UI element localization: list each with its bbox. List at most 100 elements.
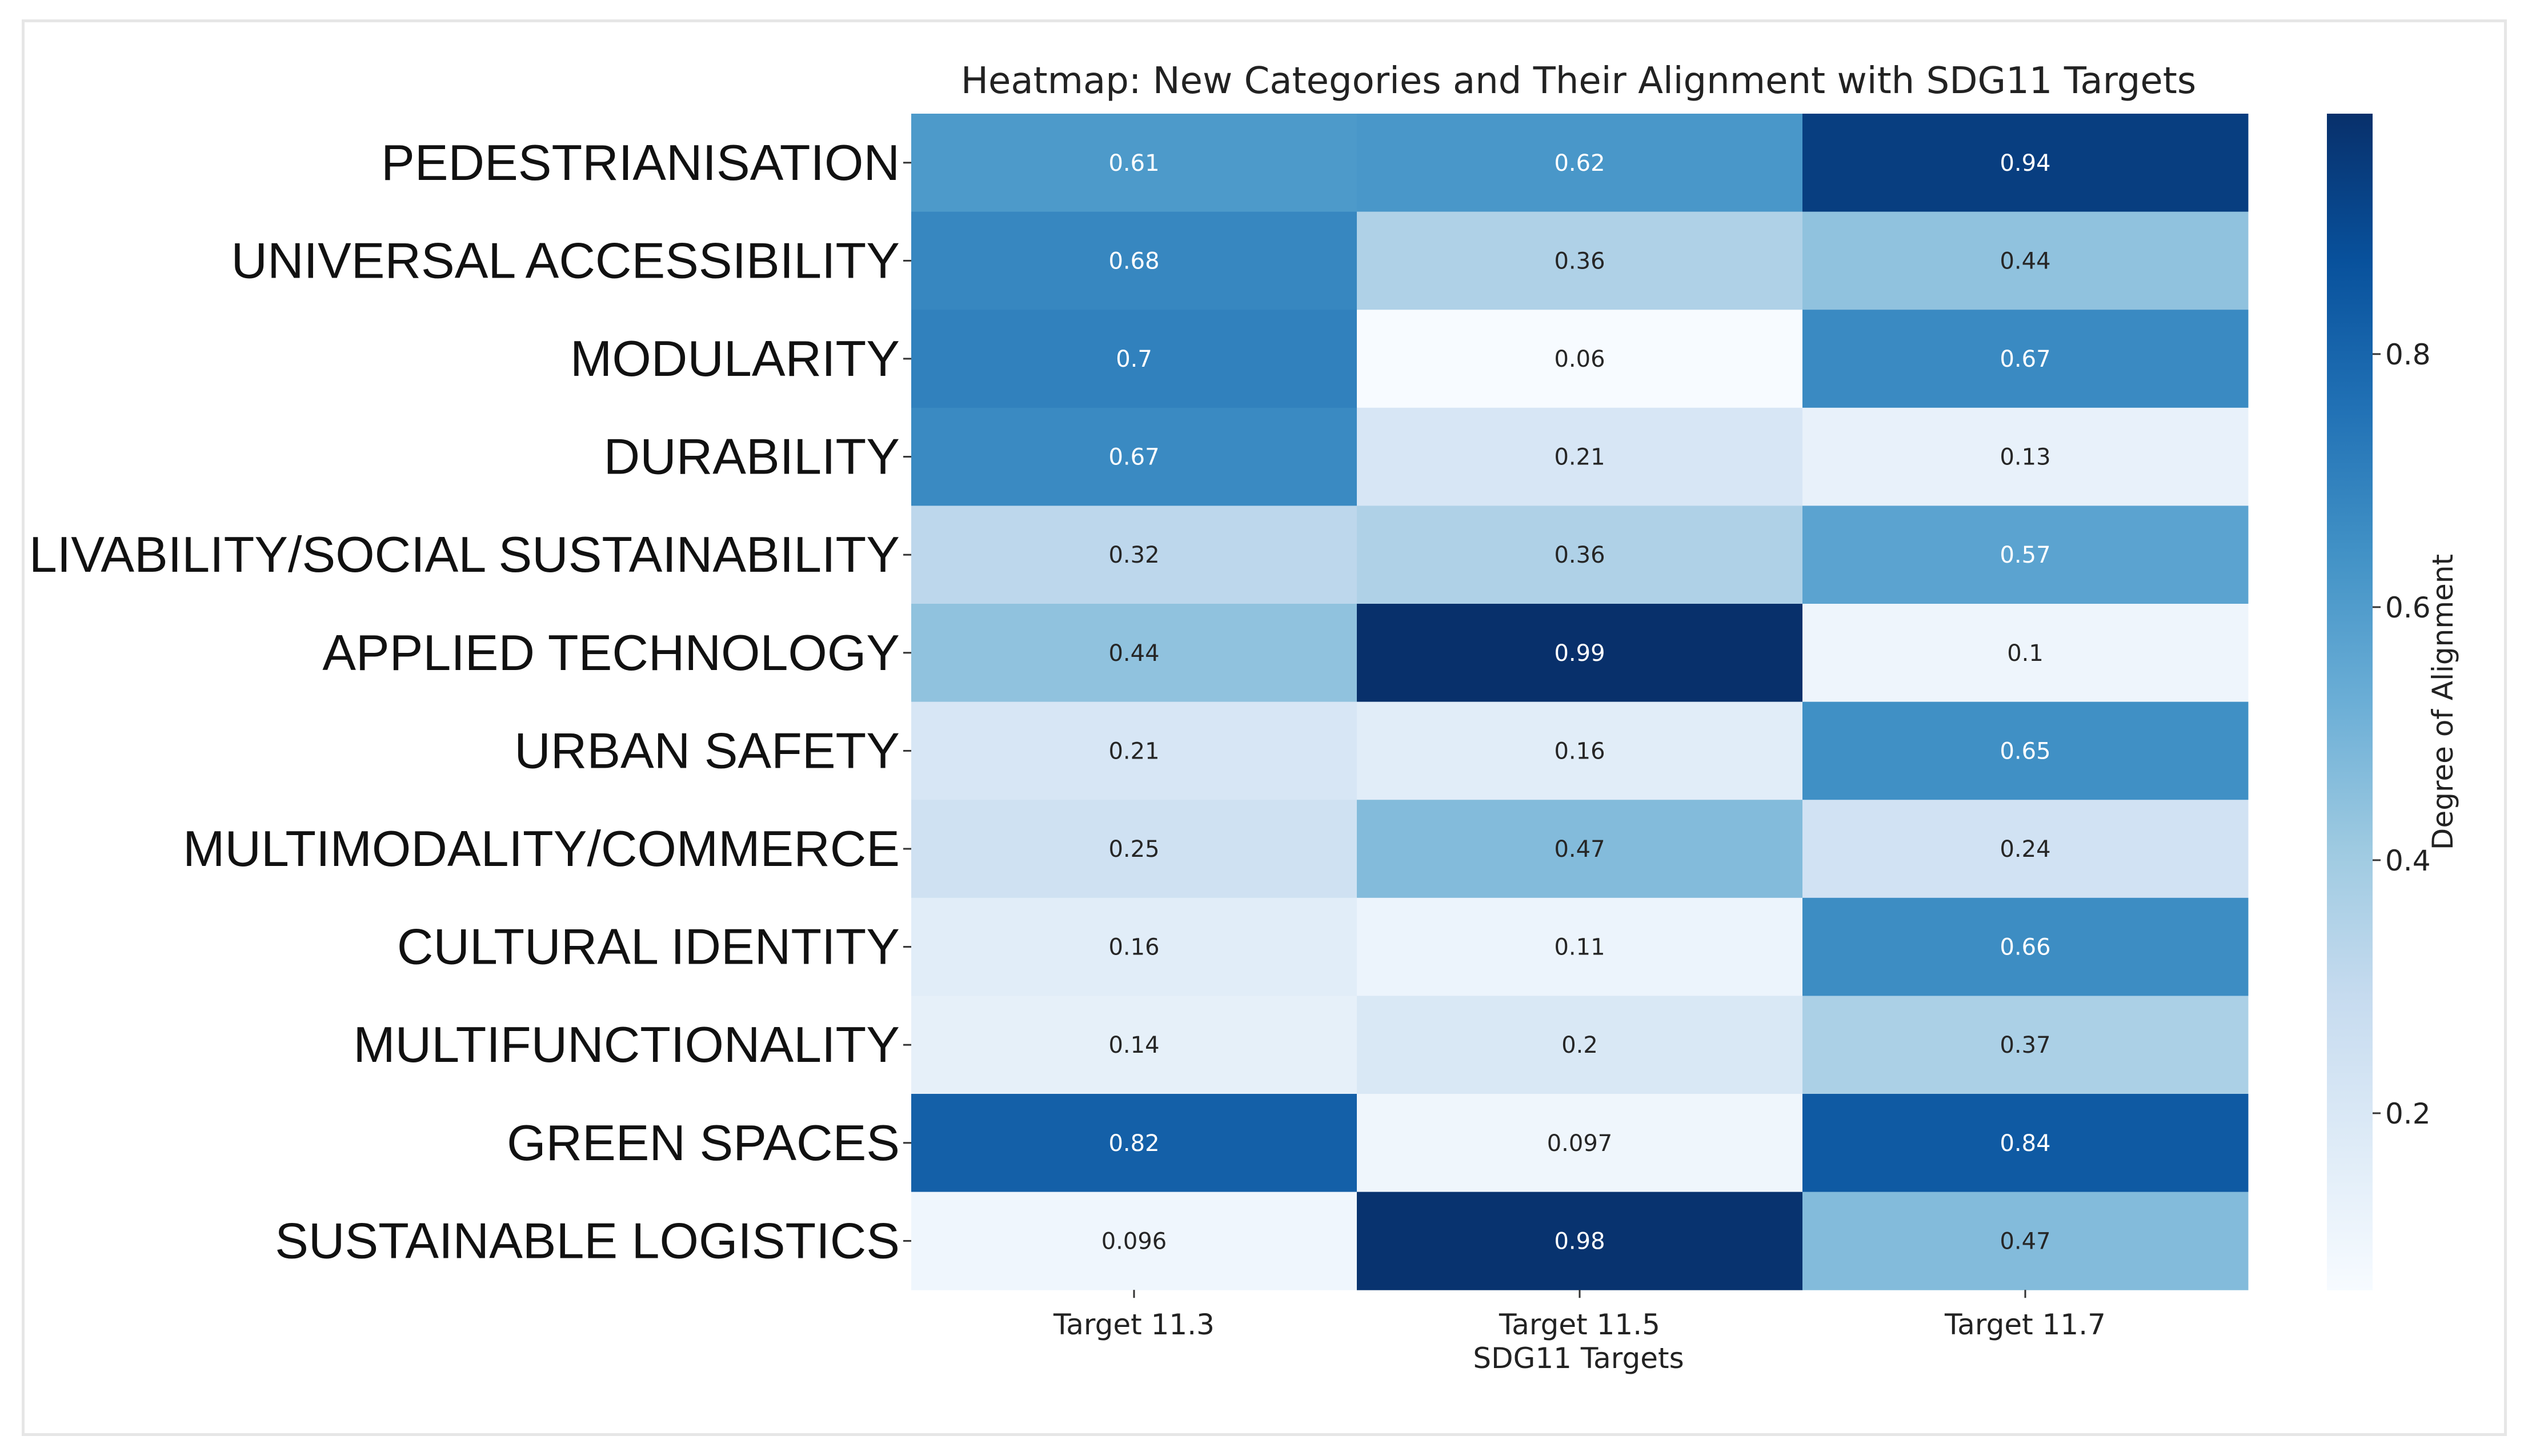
- cell-value-label: 0.44: [1108, 640, 1159, 667]
- heatmap-cell: [1357, 1192, 1803, 1290]
- x-axis-label: SDG11 Targets: [1473, 1342, 1684, 1375]
- heatmap-cell: [1802, 310, 2249, 408]
- heatmap-cell: [911, 407, 1357, 506]
- heatmap-cell: [1357, 1094, 1803, 1193]
- cell-value-label: 0.36: [1554, 542, 1605, 568]
- colorbar-label: Degree of Alignment: [2426, 554, 2459, 850]
- cell-value-label: 0.13: [2000, 444, 2050, 471]
- row-labels: PEDESTRIANISATION UNIVERSAL ACCESSIBILITY…: [29, 134, 911, 1269]
- cell-value-label: 0.11: [1554, 934, 1605, 961]
- cell-value-label: 0.24: [2000, 836, 2050, 863]
- y-tick-label: APPLIED TECHNOLOGY: [322, 624, 900, 681]
- y-tick-label: MULTIMODALITY/COMMERCE: [183, 820, 900, 877]
- cell-value-label: 0.57: [2000, 542, 2050, 568]
- heatmap-cell: [1802, 996, 2249, 1094]
- x-tick-label: Target 11.7: [1944, 1308, 2106, 1341]
- cell-value-label: 0.65: [2000, 738, 2050, 764]
- cell-value-label: 0.47: [2000, 1228, 2050, 1254]
- heatmap-cell: [1802, 506, 2249, 604]
- y-tick-label: CULTURAL IDENTITY: [397, 918, 900, 975]
- heatmap-cell: [911, 604, 1357, 703]
- heatmap-cell: [1357, 407, 1803, 506]
- y-tick-label: UNIVERSAL ACCESSIBILITY: [231, 232, 900, 288]
- cell-value-label: 0.61: [1108, 150, 1159, 177]
- colorbar-tick-label: 0.8: [2385, 338, 2431, 371]
- heatmap-cell: [1357, 114, 1803, 212]
- heatmap-cell: [911, 114, 1357, 212]
- colorbar-tick-label: 0.6: [2385, 591, 2431, 624]
- colorbar-tick-label: 0.2: [2385, 1097, 2431, 1130]
- chart-title: Heatmap: New Categories and Their Alignm…: [961, 60, 2196, 102]
- heatmap-cell: [1802, 211, 2249, 310]
- heatmap-cell: [911, 1192, 1357, 1290]
- cell-value-label: 0.62: [1554, 150, 1605, 177]
- cell-value-label: 0.1: [2007, 640, 2044, 667]
- cell-value-label: 0.21: [1554, 444, 1605, 471]
- heatmap-cell: [1802, 114, 2249, 212]
- cell-value-label: 0.32: [1108, 542, 1159, 568]
- cell-value-label: 0.84: [2000, 1130, 2050, 1157]
- cell-value-label: 0.67: [2000, 346, 2050, 372]
- heatmap-cell: [911, 310, 1357, 408]
- heatmap-cells: 0.61 0.62 0.94 0.68 0.36 0.44 0.7 0.06 0.67 0.67 0…: [911, 114, 2249, 1290]
- y-tick-label: MODULARITY: [570, 330, 900, 387]
- heatmap-cell: [1357, 996, 1803, 1094]
- heatmap-cell: [1802, 604, 2249, 703]
- cell-value-label: 0.25: [1108, 836, 1159, 863]
- heatmap-cell: [911, 1094, 1357, 1193]
- y-tick-label: GREEN SPACES: [507, 1114, 900, 1171]
- cell-value-label: 0.37: [2000, 1032, 2050, 1058]
- heatmap-chart: Heatmap: New Categories and Their Alignm…: [29, 60, 2459, 1375]
- y-tick-label: DURABILITY: [604, 428, 900, 485]
- heatmap-cell: [1802, 1192, 2249, 1290]
- colorbar: [2327, 114, 2373, 1290]
- cell-value-label: 0.097: [1547, 1130, 1613, 1157]
- cell-value-label: 0.94: [2000, 150, 2050, 177]
- cell-value-label: 0.99: [1554, 640, 1605, 667]
- y-tick-label: MULTIFUNCTIONALITY: [353, 1016, 900, 1073]
- heatmap-cell: [1357, 310, 1803, 408]
- cell-value-label: 0.68: [1108, 248, 1159, 274]
- cell-value-label: 0.16: [1554, 738, 1605, 764]
- cell-value-label: 0.21: [1108, 738, 1159, 764]
- heatmap-cell: [1802, 407, 2249, 506]
- cell-value-label: 0.66: [2000, 934, 2050, 961]
- heatmap-cell: [911, 996, 1357, 1094]
- y-tick-label: URBAN SAFETY: [514, 722, 900, 779]
- heatmap-cell: [1802, 897, 2249, 996]
- heatmap-cell: [911, 211, 1357, 310]
- cell-value-label: 0.67: [1108, 444, 1159, 471]
- cell-value-label: 0.7: [1116, 346, 1152, 372]
- y-tick-label: SUSTAINABLE LOGISTICS: [275, 1212, 900, 1269]
- heatmap-cell: [1357, 701, 1803, 800]
- cell-value-label: 0.14: [1108, 1032, 1159, 1058]
- y-tick-label: PEDESTRIANISATION: [381, 134, 900, 191]
- cell-value-label: 0.44: [2000, 248, 2050, 274]
- heatmap-cell: [1357, 506, 1803, 604]
- figure-frame: Heatmap: New Categories and Their Alignm…: [22, 19, 2507, 1436]
- heatmap-cell: [1357, 211, 1803, 310]
- heatmap-cell: [1357, 800, 1803, 899]
- cell-value-label: 0.16: [1108, 934, 1159, 961]
- colorbar-ticks: 0.2 0.4 0.6 0.8: [2373, 338, 2431, 1130]
- cell-value-label: 0.2: [1561, 1032, 1598, 1058]
- heatmap-cell: [911, 701, 1357, 800]
- cell-value-label: 0.82: [1108, 1130, 1159, 1157]
- heatmap-cell: [1357, 604, 1803, 703]
- cell-value-label: 0.06: [1554, 346, 1605, 372]
- heatmap-cell: [1802, 800, 2249, 899]
- cell-value-label: 0.36: [1554, 248, 1605, 274]
- heatmap-cell: [911, 897, 1357, 996]
- heatmap-cell: [911, 506, 1357, 604]
- colorbar-tick-label: 0.4: [2385, 844, 2431, 877]
- cell-value-label: 0.096: [1101, 1228, 1167, 1254]
- heatmap-cell: [911, 800, 1357, 899]
- heatmap-cell: [1802, 1094, 2249, 1193]
- heatmap-cell: [1802, 701, 2249, 800]
- cell-value-label: 0.47: [1554, 836, 1605, 863]
- heatmap-cell: [1357, 897, 1803, 996]
- cell-value-label: 0.98: [1554, 1228, 1605, 1254]
- x-tick-label: Target 11.3: [1053, 1308, 1215, 1341]
- column-labels: Target 11.3 Target 11.5 Target 11.7: [1053, 1290, 2106, 1341]
- x-tick-label: Target 11.5: [1499, 1308, 1660, 1341]
